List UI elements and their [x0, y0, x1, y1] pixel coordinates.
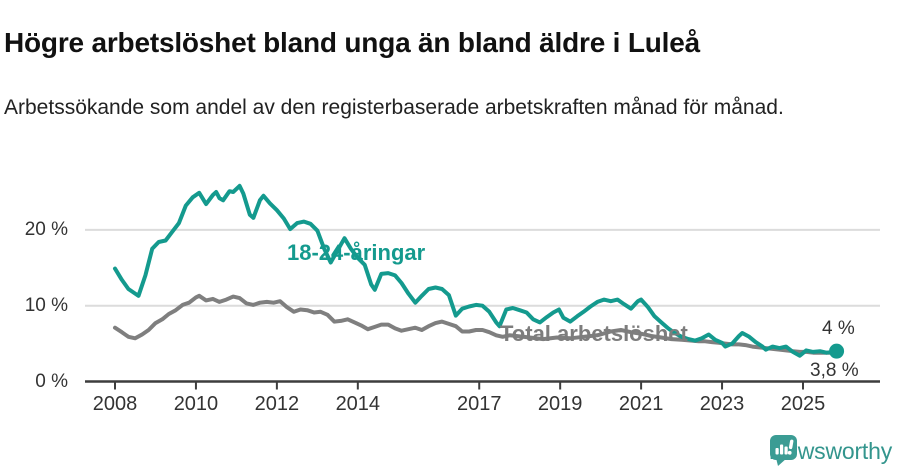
y-axis-tick-label: 10 %	[24, 294, 68, 316]
x-axis-tick-label: 2023	[699, 393, 745, 415]
end-value-label-young: 4 %	[822, 318, 855, 339]
series-label-young: 18-24-åringar	[287, 240, 426, 265]
x-axis-tick-label: 2010	[173, 393, 219, 415]
y-axis-tick-label: 20 %	[24, 218, 68, 240]
chart-subtitle: Arbetssökande som andel av den registerb…	[4, 96, 784, 119]
x-axis-tick-label: 2014	[335, 393, 381, 415]
x-axis-tick-label: 2012	[254, 393, 300, 415]
x-axis-tick-label: 2025	[780, 393, 826, 415]
newsworthy-icon	[769, 435, 797, 466]
end-value-label-total: 3,8 %	[810, 360, 859, 381]
x-axis-tick-label: 2008	[92, 393, 138, 415]
y-axis-tick-label: 0 %	[35, 370, 68, 392]
x-axis-tick-label: 2019	[537, 393, 583, 415]
x-axis-tick-label: 2021	[618, 393, 664, 415]
series-label-total: Total arbetslöshet	[500, 321, 688, 346]
x-axis-tick-label: 2017	[456, 393, 502, 415]
newsworthy-logo[interactable]: Newsworthy	[769, 434, 892, 468]
page-title: Högre arbetslöshet bland unga än bland ä…	[4, 26, 700, 58]
